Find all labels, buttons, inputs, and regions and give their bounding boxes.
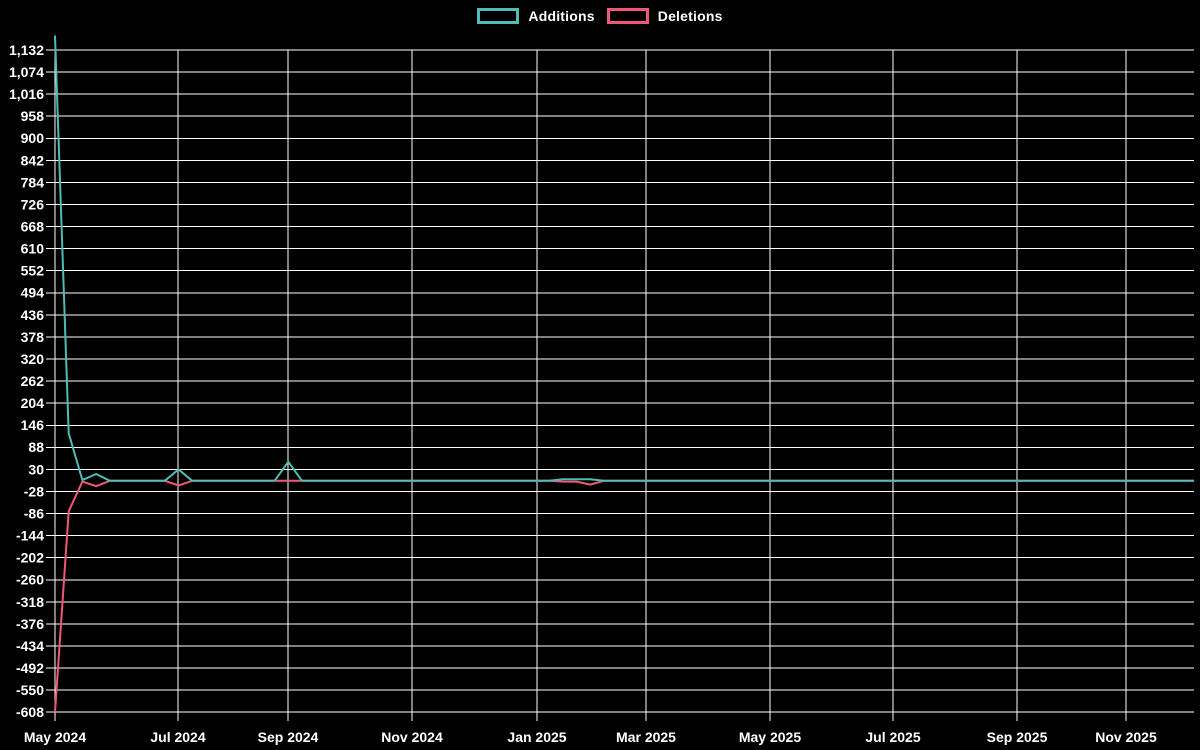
- series-line-additions: [54, 35, 1194, 482]
- y-axis-tick-label: 610: [21, 241, 45, 257]
- y-axis-tick-label: -86: [24, 505, 44, 521]
- x-axis-tick-label: Jan 2025: [507, 729, 566, 745]
- y-axis-tick-label: -260: [16, 572, 44, 588]
- x-axis-tick-label: Mar 2025: [616, 729, 676, 745]
- y-axis-tick-label: 88: [28, 439, 44, 455]
- y-axis-tick-label: -492: [16, 660, 44, 676]
- y-axis-tick-label: 436: [21, 307, 45, 323]
- y-axis-tick-label: 1,074: [9, 64, 44, 80]
- y-axis-tick-label: 262: [21, 373, 45, 389]
- y-axis-tick-label: 842: [21, 152, 45, 168]
- chart-legend: Additions Deletions: [0, 8, 1200, 24]
- deletions-legend-label: Deletions: [657, 8, 723, 24]
- y-axis-tick-label: 552: [21, 263, 45, 279]
- y-axis-tick-label: 726: [21, 196, 45, 212]
- additions-legend-label: Additions: [528, 8, 595, 24]
- x-axis-tick-label: May 2024: [24, 729, 86, 745]
- additions-swatch-icon: [477, 8, 520, 24]
- series-line-deletions: [54, 479, 1194, 713]
- x-axis-tick-label: Jul 2024: [150, 729, 205, 745]
- y-axis-tick-label: 900: [21, 130, 45, 146]
- x-axis-tick-label: May 2025: [739, 729, 801, 745]
- x-axis-tick-label: Nov 2025: [1095, 729, 1157, 745]
- y-axis-tick-label: 1,016: [9, 86, 44, 102]
- x-axis-tick-label: Jul 2025: [865, 729, 920, 745]
- legend-item-additions[interactable]: Additions: [477, 8, 595, 24]
- x-axis-tick-label: Sep 2024: [258, 729, 319, 745]
- y-axis-tick-label: 958: [21, 108, 45, 124]
- y-axis-tick-label: 668: [21, 218, 45, 234]
- y-axis-tick-label: 1,132: [9, 42, 44, 58]
- deletions-swatch-icon: [606, 8, 649, 24]
- y-axis-tick-label: -608: [16, 704, 44, 720]
- y-axis-tick-label: -202: [16, 550, 44, 566]
- y-axis-tick-label: 494: [21, 285, 45, 301]
- y-axis-tick-label: -376: [16, 616, 44, 632]
- y-axis-tick-label: -550: [16, 682, 44, 698]
- x-axis-tick-label: Nov 2024: [381, 729, 443, 745]
- x-axis-tick-label: Sep 2025: [987, 729, 1048, 745]
- y-axis-tick-label: -144: [16, 528, 44, 544]
- y-axis-tick-label: 320: [21, 351, 45, 367]
- y-axis-tick-label: -28: [24, 483, 44, 499]
- y-axis-tick-label: -434: [16, 638, 44, 654]
- y-axis-tick-label: 30: [28, 461, 44, 477]
- legend-item-deletions[interactable]: Deletions: [606, 8, 723, 24]
- y-axis-tick-label: 378: [21, 329, 45, 345]
- y-axis-tick-label: -318: [16, 594, 44, 610]
- y-axis-tick-label: 204: [21, 395, 45, 411]
- y-axis-tick-label: 146: [21, 417, 45, 433]
- y-axis-tick-label: 784: [21, 174, 45, 190]
